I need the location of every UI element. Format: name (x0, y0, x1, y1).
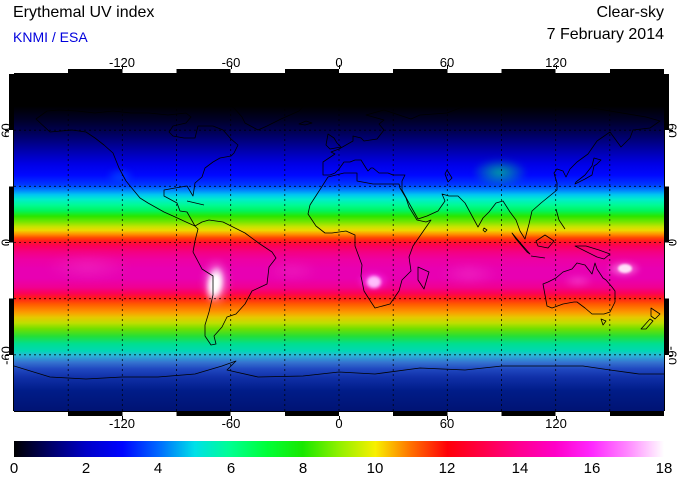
colorbar-label-4: 4 (153, 460, 163, 477)
uv-max-southern-africa-core (367, 276, 381, 288)
colorbar-label-0: 0 (9, 460, 19, 477)
coastline-tasmania (600, 318, 607, 326)
coastline-java (530, 255, 546, 259)
uv-patch-south-pacific (38, 250, 138, 284)
axis-tick-bottom (447, 416, 448, 420)
axis-tick-right (669, 355, 673, 356)
lon-label-top-m60: -60 (221, 55, 241, 70)
coastline-iceland (298, 120, 313, 126)
colorbar-label-6: 6 (226, 460, 236, 477)
uv-patch-rockies (102, 166, 138, 186)
axis-tick-left (5, 355, 9, 356)
lon-label-bottom-120: 120 (545, 416, 567, 431)
coastline-africa (307, 172, 432, 309)
colorbar-label-12: 12 (438, 460, 456, 477)
coastline-philippines (555, 208, 566, 230)
lon-label-bottom-m60: -60 (221, 416, 241, 431)
coastline-caspian-sea (444, 169, 453, 183)
axis-tick-top (339, 65, 340, 69)
coastline-british-isles (325, 133, 342, 150)
uv-index-world-map (14, 74, 664, 411)
coastline-japan (574, 157, 602, 185)
lon-label-bottom-0: 0 (335, 416, 343, 431)
colorbar-label-8: 8 (298, 460, 308, 477)
axis-tick-bottom (231, 416, 232, 420)
axis-tick-bottom (339, 416, 340, 420)
uv-patch-tibetan-plateau (465, 155, 535, 190)
uv-max-sw-pacific-core (618, 264, 632, 273)
axis-tick-right (669, 242, 673, 243)
axis-tick-left (5, 130, 9, 131)
map-overlay-svg (14, 74, 664, 411)
coastline-cuba (186, 200, 205, 206)
coastline-australia (542, 262, 616, 315)
lon-label-top-60: 60 (439, 55, 455, 70)
colorbar-label-16: 16 (583, 460, 601, 477)
uv-index-colorbar (14, 441, 664, 457)
coastlines (14, 86, 664, 380)
coastline-antarctica (14, 360, 664, 380)
coastline-new-zealand (640, 307, 661, 330)
condition-label: Clear-sky (596, 4, 664, 21)
lon-label-bottom-60: 60 (439, 416, 455, 431)
coastline-north-america (35, 109, 239, 227)
colorbar-label-10: 10 (366, 460, 384, 477)
uv-patch-coral-sea (558, 272, 598, 290)
lon-label-top-0: 0 (335, 55, 343, 70)
date-label: 7 February 2014 (546, 26, 664, 43)
coastline-south-america (192, 219, 277, 346)
lon-label-top-m120: -120 (108, 55, 136, 70)
lon-label-bottom-m120: -120 (108, 416, 136, 431)
coastline-eurasia (322, 97, 661, 240)
uv-patch-indian-ocean (434, 260, 504, 288)
colorbar-label-18: 18 (655, 460, 673, 477)
axis-tick-right (669, 130, 673, 131)
axis-tick-bottom (556, 416, 557, 420)
graticule (14, 74, 664, 411)
page-title: Erythemal UV index (13, 4, 155, 21)
coastline-borneo (535, 234, 555, 249)
axis-tick-bottom (122, 416, 123, 420)
axis-tick-top (447, 65, 448, 69)
map-frame-bottom (14, 411, 664, 416)
uv-patch-south-atlantic (260, 258, 324, 284)
axis-tick-left (5, 242, 9, 243)
axis-tick-top (231, 65, 232, 69)
colorbar-label-2: 2 (81, 460, 91, 477)
coastline-new-guinea (574, 245, 611, 260)
coastline-sumatra (511, 232, 531, 255)
coastline-sri-lanka (482, 227, 488, 233)
map-frame-left (9, 74, 14, 411)
axis-tick-top (556, 65, 557, 69)
coastline-madagascar (417, 266, 430, 290)
map-frame-right (664, 74, 669, 411)
colorbar-label-14: 14 (511, 460, 529, 477)
coastline-greenland (215, 86, 308, 131)
map-frame-top (14, 69, 664, 74)
source-label: KNMI / ESA (13, 29, 88, 45)
axis-tick-top (122, 65, 123, 69)
lon-label-top-120: 120 (545, 55, 567, 70)
